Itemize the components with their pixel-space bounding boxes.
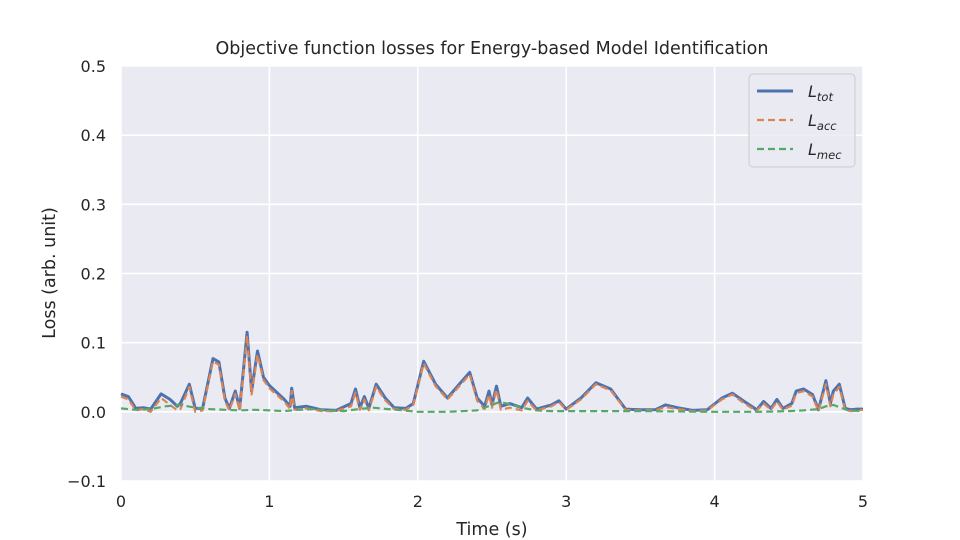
legend-box bbox=[748, 73, 856, 168]
y-tick-label-0: −0.1 bbox=[67, 472, 106, 491]
series-line-acc bbox=[120, 334, 864, 413]
y-tick-label-2: 0.1 bbox=[81, 334, 106, 353]
y-tick-labels: −0.1 0.0 0.1 0.2 0.3 0.4 0.5 bbox=[67, 57, 106, 491]
x-tick-label-3: 3 bbox=[561, 492, 571, 511]
y-tick-label-6: 0.5 bbox=[81, 57, 106, 76]
series-line-mec bbox=[120, 401, 864, 413]
x-tick-label-5: 5 bbox=[858, 492, 868, 511]
y-tick-label-1: 0.0 bbox=[81, 403, 106, 422]
series-lines bbox=[120, 330, 864, 413]
chart-title: Objective function losses for Energy-bas… bbox=[216, 39, 769, 59]
y-tick-label-5: 0.4 bbox=[81, 126, 106, 145]
y-tick-label-4: 0.3 bbox=[81, 195, 106, 214]
x-tick-label-1: 1 bbox=[264, 492, 274, 511]
x-tick-label-2: 2 bbox=[413, 492, 423, 511]
y-axis-label: Loss (arb. unit) bbox=[40, 207, 60, 339]
x-tick-label-0: 0 bbox=[116, 492, 126, 511]
x-tick-labels: 0 1 2 3 4 5 bbox=[116, 492, 868, 511]
legend-label-acc: Lacc bbox=[808, 111, 837, 133]
x-axis-label: Time (s) bbox=[455, 520, 527, 540]
y-tick-label-3: 0.2 bbox=[81, 265, 106, 284]
x-tick-label-4: 4 bbox=[710, 492, 720, 511]
